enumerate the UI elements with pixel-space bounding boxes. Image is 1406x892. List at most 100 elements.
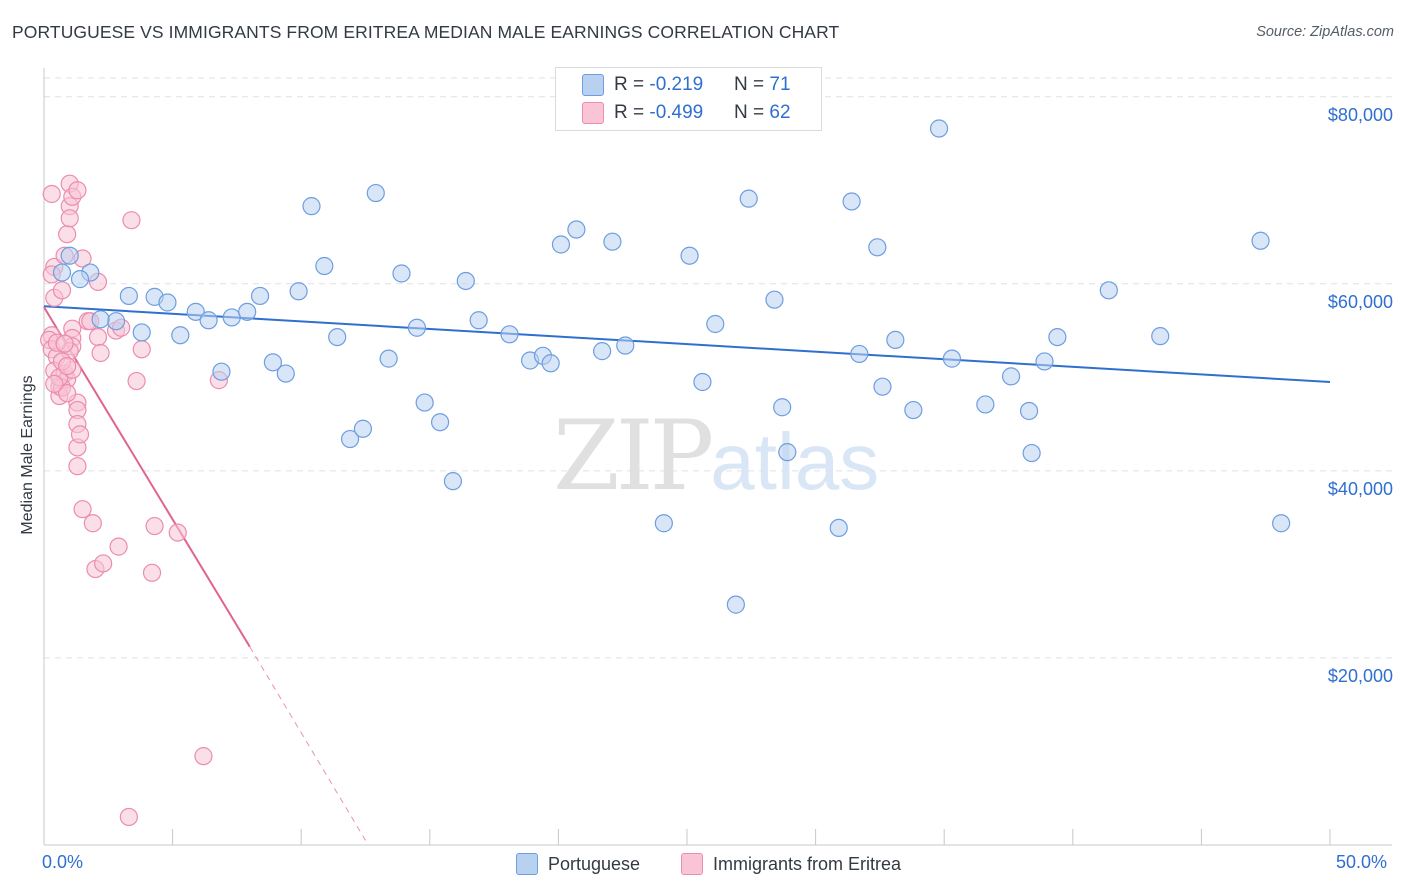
point-eritrea bbox=[60, 209, 79, 228]
point-portuguese bbox=[616, 336, 635, 355]
grid-lines bbox=[44, 77, 1392, 659]
point-portuguese bbox=[415, 393, 434, 412]
point-portuguese bbox=[680, 246, 699, 265]
source-label: Source: ZipAtlas.com bbox=[1256, 24, 1394, 40]
y-tick-label: $60,000 bbox=[1327, 291, 1393, 312]
point-portuguese bbox=[250, 286, 270, 306]
legend-n: N = 71 bbox=[734, 74, 791, 96]
legend-n-value: 62 bbox=[769, 102, 791, 123]
point-portuguese bbox=[603, 232, 622, 251]
point-eritrea bbox=[94, 554, 113, 573]
point-portuguese bbox=[171, 326, 190, 345]
point-eritrea bbox=[168, 523, 187, 542]
point-eritrea bbox=[58, 356, 77, 376]
point-portuguese bbox=[302, 197, 321, 216]
point-portuguese bbox=[392, 264, 411, 283]
point-portuguese bbox=[593, 342, 612, 361]
legend-r-label: R = bbox=[614, 74, 650, 95]
point-portuguese bbox=[353, 419, 373, 438]
legend-swatch-blue bbox=[516, 853, 538, 875]
x-tick-label-max: 50.0% bbox=[1336, 852, 1388, 872]
point-portuguese bbox=[942, 349, 962, 368]
point-portuguese bbox=[52, 263, 72, 282]
legend-n-value: 71 bbox=[769, 74, 791, 95]
point-portuguese bbox=[379, 349, 398, 368]
legend-swatch-blue bbox=[582, 74, 604, 96]
legend-row-eritrea: R = -0.499 N = 62 bbox=[556, 99, 821, 127]
point-portuguese bbox=[500, 325, 519, 344]
correlation-legend: R = -0.219 N = 71 R = -0.499 N = 62 bbox=[555, 67, 822, 131]
legend-r: R = -0.219 bbox=[614, 74, 703, 96]
legend-r-label: R = bbox=[614, 102, 650, 123]
point-portuguese bbox=[1272, 514, 1291, 533]
point-portuguese bbox=[328, 327, 347, 347]
point-portuguese bbox=[868, 238, 887, 257]
legend-label-eritrea: Immigrants from Eritrea bbox=[713, 853, 902, 874]
point-portuguese bbox=[263, 353, 283, 372]
x-tick-label-min: 0.0% bbox=[42, 852, 84, 872]
legend-row-portuguese: R = -0.219 N = 71 bbox=[556, 71, 821, 99]
point-eritrea bbox=[42, 184, 61, 204]
point-portuguese bbox=[778, 443, 797, 462]
point-eritrea bbox=[145, 516, 164, 536]
legend-r-value: -0.219 bbox=[649, 74, 704, 95]
point-eritrea bbox=[68, 181, 87, 200]
point-eritrea bbox=[122, 211, 141, 230]
point-portuguese bbox=[315, 256, 334, 276]
y-tick-label: $40,000 bbox=[1327, 478, 1393, 499]
point-portuguese bbox=[551, 235, 571, 254]
point-portuguese bbox=[443, 472, 463, 491]
point-eritrea bbox=[132, 340, 151, 359]
point-portuguese bbox=[1001, 367, 1021, 386]
point-portuguese bbox=[91, 310, 110, 329]
point-eritrea bbox=[55, 334, 74, 353]
point-eritrea bbox=[70, 425, 90, 444]
point-portuguese bbox=[430, 413, 450, 432]
point-eritrea bbox=[58, 225, 77, 244]
point-portuguese bbox=[366, 183, 385, 203]
point-eritrea bbox=[109, 537, 128, 556]
point-portuguese bbox=[222, 308, 241, 327]
point-eritrea bbox=[45, 374, 64, 393]
point-portuguese bbox=[158, 293, 177, 312]
point-eritrea bbox=[83, 514, 102, 533]
point-portuguese bbox=[693, 372, 712, 392]
point-portuguese bbox=[1099, 281, 1118, 300]
point-portuguese bbox=[773, 398, 792, 417]
y-tick-label: $20,000 bbox=[1327, 665, 1393, 686]
point-portuguese bbox=[726, 595, 745, 614]
point-portuguese bbox=[70, 270, 90, 289]
chart-title: PORTUGUESE VS IMMIGRANTS FROM ERITREA ME… bbox=[12, 22, 840, 42]
trend-line-eritrea-extension bbox=[249, 646, 366, 841]
legend-r: R = -0.499 bbox=[614, 102, 703, 124]
point-portuguese bbox=[1151, 327, 1170, 346]
point-portuguese bbox=[850, 344, 869, 364]
point-portuguese bbox=[289, 282, 308, 301]
point-portuguese bbox=[119, 286, 138, 306]
point-eritrea bbox=[68, 457, 87, 476]
point-portuguese bbox=[132, 323, 151, 342]
point-portuguese bbox=[106, 312, 126, 331]
legend-swatch-pink bbox=[681, 853, 703, 875]
point-portuguese bbox=[186, 302, 205, 321]
point-portuguese bbox=[829, 518, 848, 538]
point-portuguese bbox=[976, 395, 995, 414]
point-portuguese bbox=[340, 429, 360, 449]
point-portuguese bbox=[276, 364, 295, 383]
point-portuguese bbox=[238, 302, 257, 321]
trend-lines bbox=[43, 305, 1331, 841]
legend-n: N = 62 bbox=[734, 102, 791, 124]
point-portuguese bbox=[541, 354, 560, 373]
point-portuguese bbox=[60, 246, 79, 265]
bottom-legend-eritrea: Immigrants from Eritrea bbox=[681, 852, 901, 876]
point-portuguese bbox=[654, 514, 673, 533]
point-eritrea bbox=[91, 343, 110, 363]
point-eritrea bbox=[58, 384, 77, 403]
point-eritrea bbox=[73, 500, 92, 519]
point-portuguese bbox=[456, 271, 475, 291]
point-portuguese bbox=[199, 311, 218, 330]
point-eritrea bbox=[119, 807, 138, 827]
point-portuguese bbox=[929, 119, 949, 138]
axes bbox=[43, 68, 1392, 846]
point-portuguese bbox=[1019, 401, 1039, 421]
